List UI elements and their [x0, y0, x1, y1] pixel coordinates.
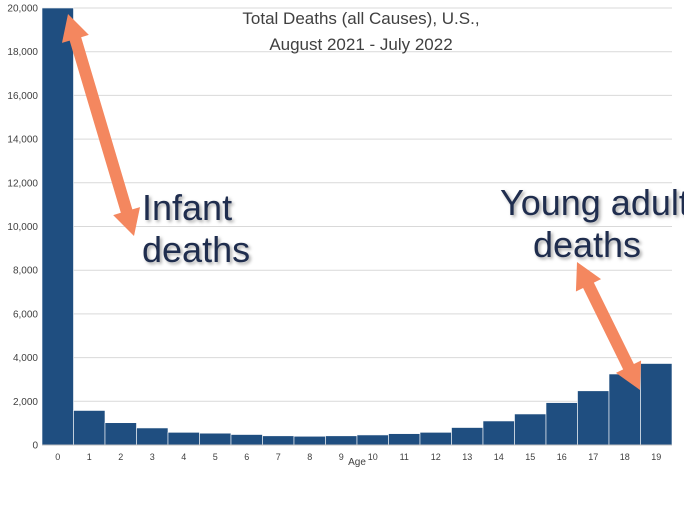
y-tick-label: 16,000: [7, 91, 38, 102]
x-tick-label: 0: [55, 452, 60, 462]
bar: [356, 434, 389, 446]
x-tick-label: 17: [588, 452, 598, 462]
young-adult-arrow-icon: [575, 262, 642, 390]
x-tick-label: 1: [87, 452, 92, 462]
y-tick-label: 0: [32, 441, 38, 452]
bar: [451, 427, 484, 446]
bar: [419, 432, 452, 446]
bar: [577, 390, 610, 446]
young-annotation-line-1: Young adult: [500, 182, 684, 223]
x-axis-label: Age: [348, 457, 366, 468]
x-tick-label: 13: [462, 452, 472, 462]
chart-title-line-2: August 2021 - July 2022: [269, 35, 452, 54]
bar: [545, 402, 578, 446]
bar: [262, 435, 295, 446]
infant-annotation-line-2: deaths: [142, 229, 251, 270]
young-adult-deaths-annotation: Young adult deaths: [500, 182, 684, 266]
bar: [293, 435, 326, 446]
x-tick-label: 9: [339, 452, 344, 462]
young-adult-arrow-icon-shape: [575, 262, 642, 390]
bar: [230, 434, 263, 446]
bar: [73, 410, 106, 446]
bars: [41, 7, 673, 446]
bar: [640, 363, 673, 446]
infant-arrow-icon: [61, 14, 141, 236]
annotation-arrows: [61, 14, 642, 390]
bar: [325, 435, 358, 446]
x-tick-label: 18: [620, 452, 630, 462]
x-tick-label: 3: [150, 452, 155, 462]
y-axis-ticks: 0 2,000 4,000 6,000 8,000 10,000 12,000 14,000 1…: [7, 4, 38, 452]
y-tick-label: 8,000: [13, 266, 38, 277]
x-tick-label: 15: [525, 452, 535, 462]
bar: [104, 422, 137, 446]
gridlines: [42, 7, 672, 402]
infant-arrow-icon-shape: [61, 14, 141, 236]
bar: [199, 432, 232, 446]
x-tick-label: 5: [213, 452, 218, 462]
x-tick-label: 2: [118, 452, 123, 462]
bar: [41, 7, 74, 446]
y-tick-label: 2,000: [13, 397, 38, 408]
infant-annotation-line-1: Infant: [142, 187, 233, 228]
x-tick-label: 16: [557, 452, 567, 462]
bar: [514, 413, 547, 446]
x-tick-label: 12: [431, 452, 441, 462]
infant-deaths-annotation: Infant deaths: [142, 187, 250, 271]
bar: [136, 427, 169, 446]
y-tick-label: 4,000: [13, 353, 38, 364]
y-tick-label: 6,000: [13, 309, 38, 320]
x-tick-label: 11: [400, 452, 409, 462]
chart-title-line-1: Total Deaths (all Causes), U.S.,: [242, 9, 479, 28]
x-tick-label: 4: [181, 452, 186, 462]
x-tick-label: 10: [368, 452, 378, 462]
x-tick-label: 6: [244, 452, 249, 462]
bar: [388, 433, 421, 446]
y-tick-label: 10,000: [7, 222, 38, 233]
bar: [167, 432, 200, 446]
y-tick-label: 12,000: [7, 178, 38, 189]
x-axis-ticks: 0 1 2 3 4 5 6 7 8 9 10 11 12 13 14 15 16 17 18 19: [55, 452, 661, 462]
young-annotation-line-2: deaths: [532, 224, 642, 265]
bar: [482, 420, 515, 446]
y-tick-label: 18,000: [7, 47, 38, 58]
x-tick-label: 7: [276, 452, 281, 462]
x-tick-label: 8: [307, 452, 312, 462]
x-tick-label: 19: [651, 452, 661, 462]
y-tick-label: 14,000: [7, 135, 38, 146]
y-tick-label: 20,000: [7, 4, 38, 15]
x-tick-label: 14: [494, 452, 504, 462]
